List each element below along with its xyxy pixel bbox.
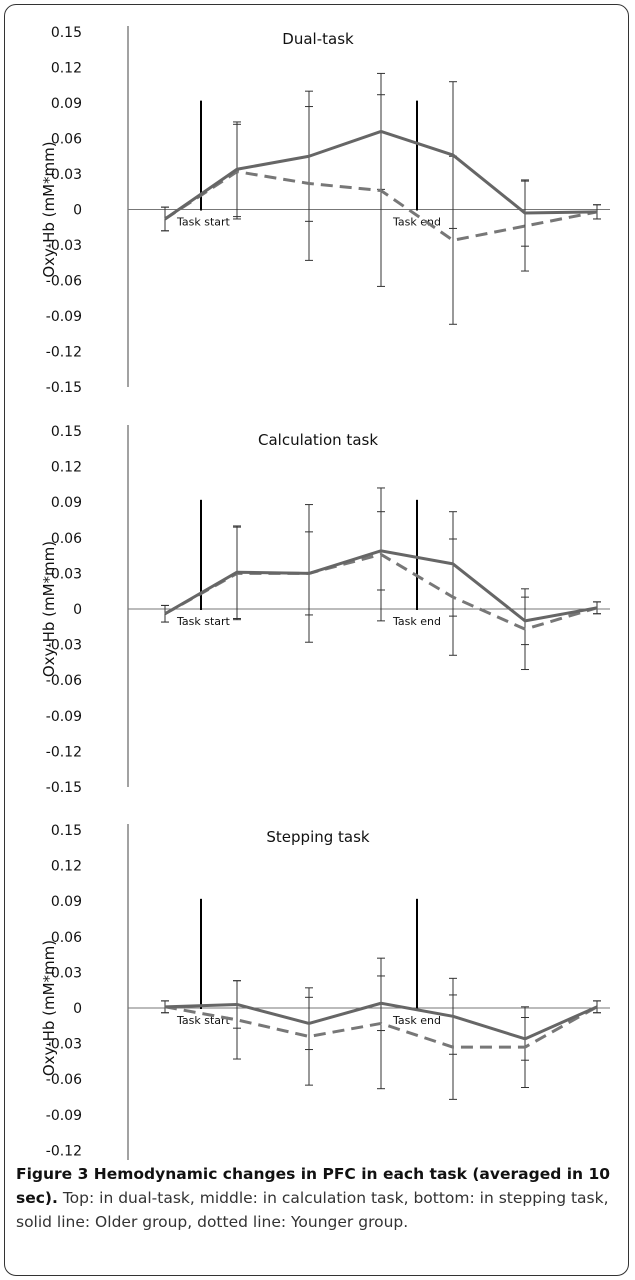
- task-marker-label: Task end: [392, 615, 441, 628]
- y-tick-label: 0.12: [51, 61, 82, 77]
- y-tick-label: -0.03: [46, 638, 82, 654]
- y-tick-label: -0.06: [46, 673, 82, 689]
- series-line-solid: [164, 549, 598, 623]
- y-tick-label: 0.12: [51, 859, 82, 875]
- y-tick-label: -0.06: [46, 1072, 82, 1088]
- y-tick-label: -0.15: [46, 380, 82, 396]
- y-tick-label: 0.09: [51, 495, 82, 511]
- y-tick-label: 0.15: [51, 25, 82, 41]
- chart-panel-1: 0.15 0.12 0.09 0.06 0.03 0 -0.03 -0.06 -0.09 -0.1…: [40, 25, 610, 396]
- y-tick-label: 0: [73, 1001, 82, 1017]
- caption-title: Figure 3 Hemodynamic changes in PFC in e…: [16, 1165, 611, 1207]
- y-tick-label: -0.09: [46, 309, 82, 325]
- y-tick-label: 0.09: [51, 96, 82, 112]
- series-line-solid: [164, 129, 598, 221]
- y-tick-label: -0.12: [46, 345, 82, 361]
- y-tick-label: -0.03: [46, 238, 82, 254]
- caption-text: Top: in dual-task, middle: in calculatio…: [16, 1189, 609, 1231]
- y-tick-label: 0.06: [51, 132, 82, 148]
- y-axis-label: Oxy-Hb (mM*mm): [40, 141, 58, 277]
- y-tick-label: -0.03: [46, 1037, 82, 1053]
- y-tick-label: -0.06: [46, 274, 82, 290]
- y-tick-label: 0.15: [51, 424, 82, 440]
- y-tick-label: -0.12: [46, 744, 82, 760]
- figure-caption: Figure 3 Hemodynamic changes in PFC in e…: [16, 1162, 622, 1234]
- y-tick-label: 0.06: [51, 531, 82, 547]
- series-line-dashed: [164, 170, 598, 242]
- y-tick-label: 0.03: [51, 566, 82, 582]
- y-tick-label: 0.03: [51, 965, 82, 981]
- chart-panel-2: 0.15 0.12 0.09 0.06 0.03 0 -0.03 -0.06 -0.09 -0.1…: [40, 424, 610, 796]
- series-line-dashed: [164, 1005, 598, 1049]
- y-tick-label: -0.12: [46, 1143, 82, 1159]
- task-marker-label: Task end: [392, 1014, 441, 1027]
- y-tick-label: 0.09: [51, 894, 82, 910]
- y-tick-label: -0.09: [46, 709, 82, 725]
- chart-panel-3: 0.15 0.12 0.09 0.06 0.03 0 -0.03 -0.06 -0.09 -0.1…: [40, 823, 610, 1160]
- y-axis-label: Oxy-Hb (mM*mm): [40, 940, 58, 1076]
- y-tick-label: 0: [73, 602, 82, 618]
- task-marker-label: Task start: [176, 1014, 231, 1027]
- chart-title: Calculation task: [258, 431, 378, 449]
- series-line-solid: [164, 1001, 598, 1041]
- chart-title: Dual-task: [282, 30, 354, 48]
- y-tick-label: 0: [73, 203, 82, 219]
- y-axis-label: Oxy-Hb (mM*mm): [40, 541, 58, 677]
- task-marker-label: Task start: [176, 216, 231, 229]
- y-tick-label: -0.09: [46, 1108, 82, 1124]
- y-tick-label: -0.15: [46, 780, 82, 796]
- chart-title: Stepping task: [266, 828, 370, 846]
- y-tick-label: 0.06: [51, 930, 82, 946]
- y-tick-label: 0.15: [51, 823, 82, 839]
- figure-charts: 0.15 0.12 0.09 0.06 0.03 0 -0.03 -0.06 -0.09 -0.1…: [40, 25, 610, 1160]
- y-tick-label: 0.03: [51, 167, 82, 183]
- y-tick-label: 0.12: [51, 460, 82, 476]
- task-marker-label: Task start: [176, 615, 231, 628]
